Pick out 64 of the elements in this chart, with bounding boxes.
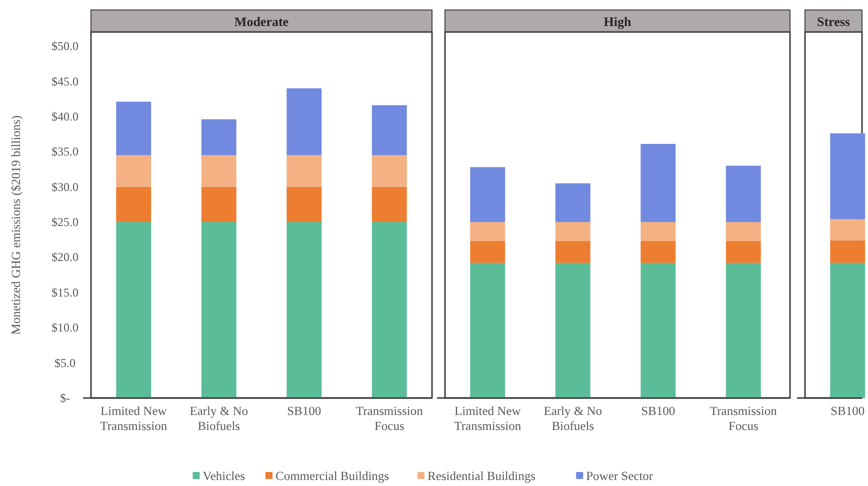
y-tick-label: $20.0 [52, 250, 78, 264]
x-tick-label: Early & No Biofuels [190, 404, 248, 433]
bar [201, 222, 236, 398]
bar [116, 186, 152, 222]
x-tick-label: SB100 [641, 404, 676, 418]
y-tick-label: $25.0 [52, 215, 78, 230]
bar [640, 241, 676, 263]
bar [286, 222, 322, 398]
y-tick-label: $- [60, 391, 70, 405]
bar [116, 222, 152, 398]
bar [286, 186, 322, 222]
legend-label: Power Sector [586, 469, 654, 483]
x-tick-label: Transmission Focus [710, 404, 778, 433]
bar [286, 88, 322, 156]
legend-label: Commercial Buildings [276, 469, 390, 483]
bar [555, 262, 590, 398]
x-tick-label: SB100 [830, 404, 865, 418]
y-tick-label: $50.0 [52, 39, 78, 54]
bar [830, 219, 866, 240]
bar [116, 155, 152, 187]
bar [470, 241, 506, 263]
bar [201, 119, 236, 156]
bar [830, 240, 866, 263]
x-tick-label: Transmission Focus [356, 404, 424, 433]
bar [830, 133, 866, 220]
bar [470, 222, 506, 242]
y-tick-label: $40.0 [52, 109, 78, 124]
chart-title: High [604, 14, 632, 29]
bar [372, 155, 407, 187]
y-tick-label: $35.0 [52, 144, 78, 159]
chart-title: Moderate [234, 14, 289, 29]
bar [372, 186, 407, 222]
bar [726, 222, 761, 242]
y-tick-label: $15.0 [52, 285, 78, 300]
bar [470, 262, 506, 398]
y-tick-label: $30.0 [52, 180, 78, 194]
bar [830, 262, 866, 398]
bar [555, 222, 590, 242]
bar [726, 262, 761, 398]
bar [640, 144, 676, 222]
bar [555, 183, 590, 222]
bar [470, 167, 506, 222]
bar [201, 186, 236, 222]
bar [372, 105, 407, 156]
chart-title: Stress [817, 14, 850, 29]
y-tick-label: $10.0 [52, 320, 78, 335]
bar [555, 241, 590, 263]
x-tick-label: Limited New Transmission [100, 404, 168, 433]
bar [726, 241, 761, 263]
x-tick-label: SB100 [287, 404, 322, 418]
bar [116, 102, 152, 156]
bar [726, 166, 761, 222]
bar [640, 222, 676, 242]
y-axis-title: Monetized GHG emissions ($2019 billions) [9, 115, 23, 335]
bar [201, 155, 236, 187]
x-tick-label: Limited New Transmission [454, 404, 522, 433]
bar [640, 262, 676, 398]
legend-label: Residential Buildings [428, 469, 536, 483]
y-tick-label: $45.0 [52, 74, 78, 88]
bar [286, 155, 322, 187]
bar [372, 222, 407, 398]
x-tick-label: Early & No Biofuels [544, 404, 602, 433]
y-tick-label: $5.0 [54, 356, 76, 370]
legend-label: Vehicles [202, 469, 246, 483]
